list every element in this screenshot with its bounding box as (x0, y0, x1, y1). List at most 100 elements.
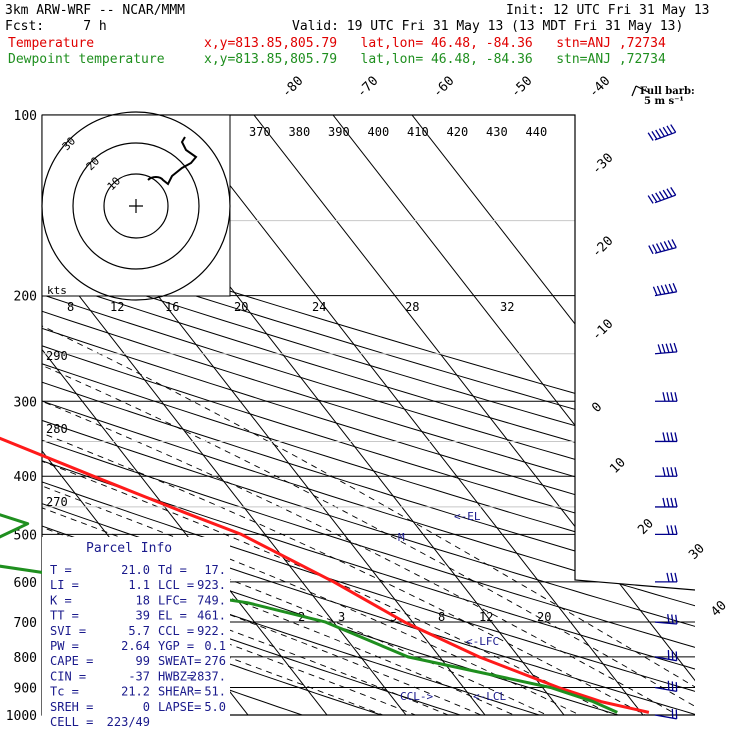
wind-barb-feather (662, 497, 666, 508)
mixing-ratio-label: 12 (479, 610, 493, 624)
dry-adiabat (42, 115, 501, 715)
barb-legend: Full barb: 5 m s⁻¹ (631, 85, 695, 107)
wind-barb-feather (655, 192, 662, 201)
parcel-row-key: HWBZ= (158, 669, 194, 683)
parcel-row-value: 0.1 (204, 639, 226, 653)
theta-label: 420 (447, 125, 469, 139)
parcel-row-key: Td = (158, 563, 187, 577)
hodograph-trace (147, 136, 198, 186)
wind-barbs (647, 124, 678, 720)
profiles (0, 436, 650, 714)
wind-barb-feather (664, 284, 670, 294)
wind-barb (654, 614, 678, 625)
dry-adiabat (42, 115, 695, 715)
header: 3km ARW-WRF -- NCAR/MMM Init: 12 UTC Fri… (5, 3, 710, 67)
parcel-row-key: LI = (50, 578, 79, 592)
parcel-row-value: 2.64 (121, 639, 150, 653)
dry-adiabat (42, 115, 695, 715)
barb-legend-title: Full barb: (640, 86, 695, 97)
wind-barb-feather (651, 131, 658, 140)
wind-barb-feather (659, 242, 666, 251)
wind-barb (652, 283, 678, 297)
wind-barb-feather (666, 432, 670, 442)
parcel-row-value: 0 (143, 700, 150, 714)
wind-barb-feather (652, 244, 658, 254)
wind-barb-feather (655, 129, 662, 139)
theta-label: 440 (526, 125, 548, 139)
temperature-tick-label: 20 (635, 516, 657, 538)
level-annotation: <-LFC (466, 635, 499, 648)
wind-barb-feather (647, 195, 654, 204)
wind-barb (655, 525, 678, 536)
wind-barb-feather (662, 126, 669, 136)
hodograph-ring-20 (72, 142, 200, 270)
pressure-tick-label: 600 (14, 576, 37, 591)
temperature-tick-label: 30 (686, 541, 708, 563)
isotherm (174, 115, 654, 715)
wind-barb-feather (675, 614, 678, 625)
pressure-tick-label: 500 (14, 528, 37, 543)
parcel-row-key: CCL = (158, 624, 194, 638)
moist-adiabat (42, 295, 638, 715)
wind-barb-feather (666, 125, 673, 135)
mixing-ratio-label: 24 (312, 300, 326, 314)
wind-barb-staff (654, 246, 677, 254)
temperature-location: x,y=813.85,805.79 lat,lon= 46.48, -84.36… (204, 36, 666, 51)
wind-barb-feather (670, 497, 674, 508)
mixing-ratio-label: 8 (438, 610, 445, 624)
wind-barb (655, 572, 678, 583)
pressure-tick-label: 900 (14, 682, 37, 697)
temperature-tick-label: 0 (589, 400, 605, 416)
wind-barb-feather (658, 191, 665, 200)
level-annotation: M (398, 531, 405, 544)
wind-barb-feather (674, 392, 678, 402)
moist-adiabat (42, 295, 669, 715)
wind-barb-feather (662, 467, 666, 477)
wind-barb (647, 187, 677, 204)
isotherm (42, 115, 338, 715)
wind-barb-feather (663, 241, 670, 250)
parcel-row-key: SVI = (50, 624, 86, 638)
parcel-row-key: SHEAR= (158, 685, 201, 699)
valid-time: Valid: 19 UTC Fri 31 May 13 (13 MDT Fri … (292, 19, 683, 34)
wind-barb-feather (660, 285, 666, 295)
wind-barb-feather (674, 467, 678, 477)
dewpoint-profile (0, 513, 618, 714)
temperature-tick-label: 10 (607, 455, 629, 477)
wind-barb (654, 650, 678, 662)
wind-barb-feather (648, 245, 654, 255)
parcel-row-value: 51. (204, 685, 226, 699)
wind-barb-feather (670, 467, 674, 477)
parcel-row-key: K = (50, 593, 72, 607)
temperature-tick-label: 40 (708, 598, 730, 620)
temperature-label: Temperature (8, 36, 94, 51)
wind-barb (654, 680, 678, 693)
wind-barb-feather (662, 189, 669, 199)
dry-adiabat (42, 115, 695, 715)
parcel-row-key: SREH = (50, 700, 93, 714)
wind-barb-feather (670, 432, 674, 442)
mixing-ratio-label: 16 (165, 300, 179, 314)
parcel-row-key: T = (50, 563, 72, 577)
wind-barb-feather (671, 239, 677, 248)
parcel-row-key: CELL = (50, 715, 93, 729)
wind-barb-staff (654, 351, 677, 355)
isotherm (411, 115, 695, 715)
parcel-row-key: SWEAT= (158, 654, 201, 668)
wind-barb-feather (674, 497, 678, 508)
hodograph-units: kts (47, 284, 67, 297)
parcel-row-key: LAPSE= (158, 700, 201, 714)
theta-label: 370 (249, 125, 271, 139)
wind-barb-feather (669, 343, 674, 353)
parcel-row-value: 223/49 (107, 715, 150, 729)
wind-barb-staff (654, 621, 677, 625)
wind-barb-feather (667, 614, 670, 624)
theta-label: 390 (328, 125, 350, 139)
wind-barb (655, 432, 678, 443)
parcel-row-key: LCL = (158, 578, 194, 592)
barb-legend-icon (631, 85, 649, 97)
dry-adiabat (42, 115, 695, 715)
moist-adiabat (42, 295, 695, 715)
parcel-row-key: EL = (158, 609, 187, 623)
